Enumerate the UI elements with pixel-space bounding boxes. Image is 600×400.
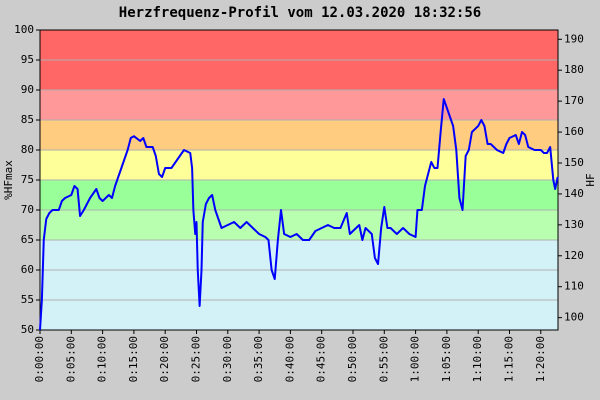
x-tick-label: 0:15:00	[127, 336, 140, 382]
zone-band	[40, 180, 558, 210]
y-tick-label: 95	[21, 53, 34, 66]
zone-band	[40, 150, 558, 180]
x-tick-label: 0:20:00	[158, 336, 171, 382]
x-tick-label: 1:20:00	[534, 336, 547, 382]
y-tick-label: 55	[21, 293, 34, 306]
x-tick-label: 0:00:00	[33, 336, 46, 382]
x-tick-label: 1:00:00	[409, 336, 422, 382]
y-tick-label: 80	[21, 143, 34, 156]
zone-band	[40, 90, 558, 120]
zone-band	[40, 240, 558, 330]
y-tick-label: 85	[21, 113, 34, 126]
y2-tick-label: 160	[564, 125, 584, 138]
x-tick-label: 0:30:00	[221, 336, 234, 382]
y2-tick-label: 100	[564, 311, 584, 324]
y-tick-label: 100	[14, 23, 34, 36]
x-tick-label: 0:05:00	[64, 336, 77, 382]
y-tick-label: 75	[21, 173, 34, 186]
x-tick-label: 1:05:00	[440, 336, 453, 382]
y2-tick-label: 180	[564, 63, 584, 76]
y-tick-label: 90	[21, 83, 34, 96]
y2-tick-label: 170	[564, 94, 584, 107]
y-axis-label: %HFmax	[2, 160, 15, 200]
chart-title: Herzfrequenz-Profil vom 12.03.2020 18:32…	[119, 5, 481, 21]
y2-tick-label: 130	[564, 218, 584, 231]
x-tick-label: 0:50:00	[346, 336, 359, 382]
y2-axis-label: HF	[584, 173, 597, 186]
heart-rate-line	[39, 98, 559, 331]
y-tick-label: 50	[21, 323, 34, 336]
y2-tick-label: 110	[564, 280, 584, 293]
x-tick-label: 0:10:00	[96, 336, 109, 382]
zone-band	[40, 120, 558, 150]
y2-tick-label: 150	[564, 156, 584, 169]
x-tick-label: 0:55:00	[377, 336, 390, 382]
y-tick-label: 60	[21, 263, 34, 276]
y2-tick-label: 190	[564, 32, 584, 45]
x-tick-label: 0:35:00	[252, 336, 265, 382]
x-tick-label: 1:15:00	[502, 336, 515, 382]
y2-tick-label: 140	[564, 187, 584, 200]
y-tick-label: 65	[21, 233, 34, 246]
x-tick-label: 0:25:00	[189, 336, 202, 382]
y-tick-label: 70	[21, 203, 34, 216]
x-tick-label: 1:10:00	[471, 336, 484, 382]
x-tick-label: 0:45:00	[315, 336, 328, 382]
x-tick-label: 0:40:00	[283, 336, 296, 382]
y2-tick-label: 120	[564, 249, 584, 262]
